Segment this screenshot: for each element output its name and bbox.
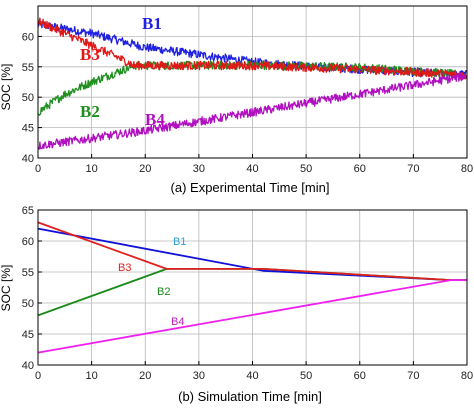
- panel-a-ytick-label: 55: [22, 62, 34, 74]
- panel-b-label-b3: B3: [118, 262, 131, 274]
- panel-b-plot: B1 B2 B3 B4 0 10 20 30 40 50 60 70 80 40 45 50 55 60 65: [22, 205, 473, 382]
- panel-a-label-b3: B3: [80, 45, 100, 64]
- panel-b-ytick-label: 40: [22, 360, 34, 372]
- panel-b-ytick-label: 55: [22, 267, 34, 279]
- panel-a-xtick-label: 80: [461, 163, 473, 175]
- panel-a-xtick-label: 50: [300, 163, 312, 175]
- panel-b-xtick-label: 80: [461, 370, 473, 382]
- panel-a-ytick-label: 60: [22, 31, 34, 43]
- panel-b-series-b4: [37, 279, 467, 354]
- panel-b-xtick-label: 10: [86, 370, 98, 382]
- panel-a-plot: B1 B2 B3 B4 0 10 20 30 40 50 60 70 80 40 45 50 55 60: [22, 5, 473, 175]
- panel-b-label-b4: B4: [171, 316, 184, 328]
- panel-a-ytick-label: 45: [22, 123, 34, 135]
- panel-b-ytick-label: 65: [22, 205, 34, 217]
- panel-a-xtick-label: 30: [193, 163, 205, 175]
- panel-b-xtick-label: 50: [300, 370, 312, 382]
- panel-b-label-b2: B2: [157, 286, 170, 298]
- panel-b-label-b1: B1: [173, 236, 186, 248]
- panel-b-xtick-label: 20: [139, 370, 151, 382]
- panel-b-xtick-label: 70: [407, 370, 419, 382]
- panel-a-ytick-label: 40: [22, 153, 34, 165]
- panel-a-xtick-label: 0: [35, 163, 41, 175]
- panel-b-ytick-label: 60: [22, 236, 34, 248]
- panel-b-ylabel: SOC [%]: [0, 265, 13, 312]
- panel-b-caption: (b) Simulation Time [min]: [178, 389, 322, 404]
- panel-a-ytick-label: 50: [22, 92, 34, 104]
- panel-b-ytick-label: 45: [22, 329, 34, 341]
- panel-a-ylabel: SOC [%]: [0, 64, 13, 111]
- panel-a-label-b4: B4: [145, 110, 165, 129]
- panel-a-series-b4: [37, 72, 467, 150]
- panel-a-label-b2: B2: [80, 102, 100, 121]
- panel-b-xtick-label: 0: [35, 370, 41, 382]
- panel-a-xtick-label: 20: [139, 163, 151, 175]
- panel-a-xtick-label: 40: [246, 163, 258, 175]
- panel-a-label-b1: B1: [142, 14, 162, 33]
- panel-a-xtick-label: 70: [407, 163, 419, 175]
- panel-b-xtick-label: 40: [246, 370, 258, 382]
- panel-a-caption: (a) Experimental Time [min]: [171, 180, 330, 195]
- panel-b-xtick-label: 60: [354, 370, 366, 382]
- panel-b-ytick-label: 50: [22, 298, 34, 310]
- panel-a-xtick-label: 60: [354, 163, 366, 175]
- panel-a-xtick-label: 10: [86, 163, 98, 175]
- panel-b-xtick-label: 30: [193, 370, 205, 382]
- panel-a-series-b3: [37, 17, 468, 80]
